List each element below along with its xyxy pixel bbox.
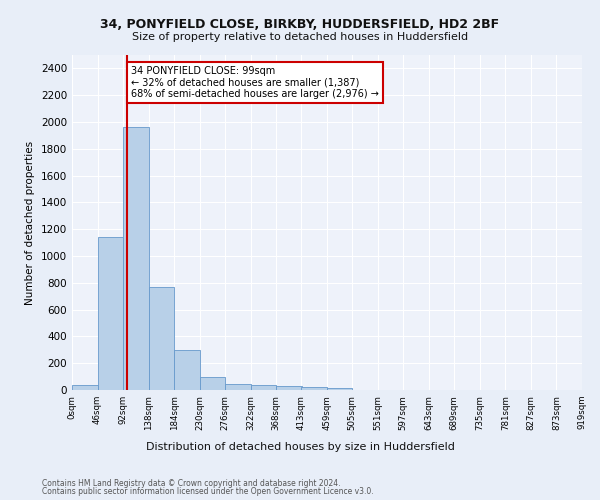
Bar <box>225 384 251 390</box>
Bar <box>301 388 327 390</box>
Text: Contains HM Land Registry data © Crown copyright and database right 2024.: Contains HM Land Registry data © Crown c… <box>42 478 341 488</box>
Bar <box>327 388 352 390</box>
Text: 34 PONYFIELD CLOSE: 99sqm
← 32% of detached houses are smaller (1,387)
68% of se: 34 PONYFIELD CLOSE: 99sqm ← 32% of detac… <box>131 66 379 99</box>
Bar <box>174 350 200 390</box>
Bar <box>123 128 149 390</box>
Bar <box>251 384 276 390</box>
Bar <box>72 386 98 390</box>
Text: Contains public sector information licensed under the Open Government Licence v3: Contains public sector information licen… <box>42 487 374 496</box>
Bar <box>98 237 123 390</box>
Text: Size of property relative to detached houses in Huddersfield: Size of property relative to detached ho… <box>132 32 468 42</box>
Bar <box>149 287 174 390</box>
Bar <box>200 376 225 390</box>
Bar <box>276 386 302 390</box>
Y-axis label: Number of detached properties: Number of detached properties <box>25 140 35 304</box>
Text: Distribution of detached houses by size in Huddersfield: Distribution of detached houses by size … <box>146 442 454 452</box>
Text: 34, PONYFIELD CLOSE, BIRKBY, HUDDERSFIELD, HD2 2BF: 34, PONYFIELD CLOSE, BIRKBY, HUDDERSFIEL… <box>100 18 500 30</box>
